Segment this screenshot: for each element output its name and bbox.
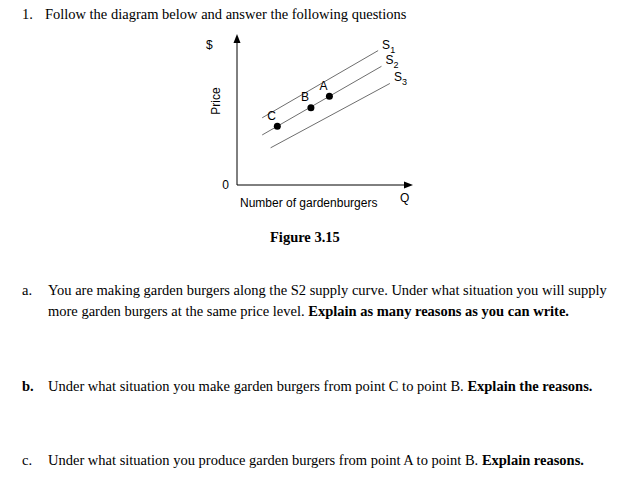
svg-text:A: A	[319, 79, 327, 93]
html-text:1.: 1.	[22, 6, 33, 22]
html-text:Number of gardenburgers: Number of gardenburgers	[240, 196, 378, 210]
html-text:You are making garden burgers: You are making garden burgers along the …	[48, 282, 607, 319]
svg-text:0: 0	[222, 178, 229, 192]
html-text:a.: a.	[22, 282, 33, 298]
svg-text:S2: S2	[385, 53, 398, 70]
html-text:Follow the diagram below and a: Follow the diagram below and answer the …	[44, 6, 407, 22]
html-text:c.: c.	[22, 452, 33, 468]
html-text:Figure 3.15: Figure 3.15	[270, 229, 340, 245]
svg-text:S1: S1	[382, 38, 395, 55]
html-text:Under what situation you make: Under what situation you make garden bur…	[48, 378, 593, 394]
html-text:Under what situation you produ: Under what situation you produce garden …	[48, 452, 584, 468]
html-text:Q: Q	[400, 191, 410, 205]
html-text:Price: Price	[209, 87, 223, 115]
html-text:b.: b.	[22, 378, 34, 394]
svg-text:S3: S3	[394, 70, 407, 87]
svg-text:B: B	[301, 90, 309, 104]
svg-text:C: C	[267, 109, 276, 123]
